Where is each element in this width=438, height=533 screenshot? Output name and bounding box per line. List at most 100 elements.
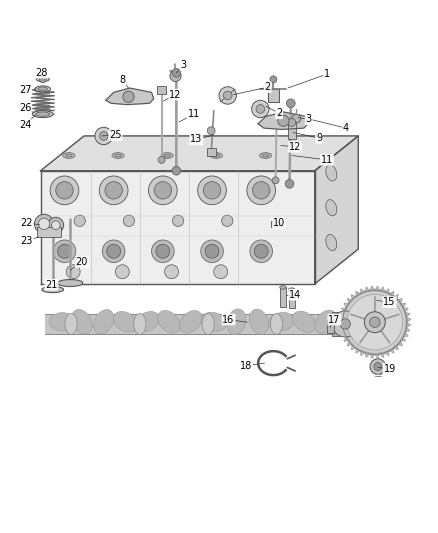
Circle shape xyxy=(247,176,276,205)
Circle shape xyxy=(173,215,184,227)
Circle shape xyxy=(370,317,380,327)
Text: 11: 11 xyxy=(187,109,200,119)
Ellipse shape xyxy=(272,221,281,227)
Circle shape xyxy=(219,87,237,104)
Ellipse shape xyxy=(201,312,226,331)
Text: 20: 20 xyxy=(76,257,88,267)
Polygon shape xyxy=(380,287,385,293)
Text: 2: 2 xyxy=(265,82,271,92)
Ellipse shape xyxy=(293,311,316,333)
Ellipse shape xyxy=(164,154,171,157)
Ellipse shape xyxy=(113,311,138,332)
Bar xyxy=(327,320,334,333)
Circle shape xyxy=(99,132,108,140)
Circle shape xyxy=(278,115,289,126)
Polygon shape xyxy=(356,348,360,353)
Polygon shape xyxy=(339,317,344,322)
Circle shape xyxy=(165,265,179,279)
Ellipse shape xyxy=(38,87,47,91)
Ellipse shape xyxy=(288,288,295,292)
Ellipse shape xyxy=(93,310,114,334)
Ellipse shape xyxy=(57,279,83,287)
Text: 17: 17 xyxy=(328,314,340,325)
Circle shape xyxy=(53,240,76,263)
Polygon shape xyxy=(351,295,357,300)
Polygon shape xyxy=(351,344,357,350)
Ellipse shape xyxy=(63,152,75,158)
Ellipse shape xyxy=(115,154,121,157)
Ellipse shape xyxy=(314,310,336,333)
Polygon shape xyxy=(370,353,375,358)
Circle shape xyxy=(364,312,385,333)
Ellipse shape xyxy=(213,154,220,157)
Polygon shape xyxy=(380,352,385,357)
Polygon shape xyxy=(403,332,408,336)
Circle shape xyxy=(256,104,265,114)
Ellipse shape xyxy=(158,311,180,333)
Polygon shape xyxy=(344,336,350,341)
Text: 19: 19 xyxy=(384,364,396,374)
Circle shape xyxy=(203,182,221,199)
Polygon shape xyxy=(347,299,353,304)
Ellipse shape xyxy=(161,152,173,158)
Ellipse shape xyxy=(49,313,75,331)
Circle shape xyxy=(154,182,172,199)
Ellipse shape xyxy=(36,112,49,116)
Bar xyxy=(268,90,279,102)
Circle shape xyxy=(272,177,279,184)
Bar xyxy=(157,86,166,94)
Ellipse shape xyxy=(227,309,246,335)
Text: 12: 12 xyxy=(289,142,301,152)
Circle shape xyxy=(374,362,382,370)
Circle shape xyxy=(123,91,134,102)
Circle shape xyxy=(288,118,296,126)
Text: 23: 23 xyxy=(21,236,33,246)
Bar xyxy=(280,287,286,306)
Text: 26: 26 xyxy=(19,103,32,112)
Text: 3: 3 xyxy=(180,60,187,70)
Polygon shape xyxy=(340,327,345,332)
Bar xyxy=(207,148,216,156)
Circle shape xyxy=(156,244,170,258)
Ellipse shape xyxy=(280,286,286,289)
Circle shape xyxy=(172,68,181,77)
Text: 13: 13 xyxy=(190,134,202,144)
Ellipse shape xyxy=(270,313,283,334)
Polygon shape xyxy=(360,289,365,294)
Text: 10: 10 xyxy=(273,218,285,228)
Text: 18: 18 xyxy=(240,361,252,371)
Ellipse shape xyxy=(135,311,159,332)
Ellipse shape xyxy=(326,200,337,216)
Circle shape xyxy=(56,182,73,199)
Ellipse shape xyxy=(326,235,337,251)
Circle shape xyxy=(223,91,232,100)
Circle shape xyxy=(51,221,60,230)
Bar xyxy=(45,314,350,334)
Circle shape xyxy=(48,217,64,233)
Circle shape xyxy=(148,176,177,205)
Circle shape xyxy=(152,240,174,263)
Circle shape xyxy=(116,265,129,279)
Circle shape xyxy=(270,76,277,83)
Circle shape xyxy=(66,265,80,279)
Circle shape xyxy=(107,244,120,258)
Polygon shape xyxy=(406,317,411,322)
Polygon shape xyxy=(339,322,344,327)
Circle shape xyxy=(39,76,46,83)
Polygon shape xyxy=(393,295,398,300)
Polygon shape xyxy=(397,341,402,346)
Ellipse shape xyxy=(72,310,92,334)
Circle shape xyxy=(50,176,79,205)
Ellipse shape xyxy=(328,313,340,334)
Polygon shape xyxy=(405,312,410,317)
Circle shape xyxy=(105,182,122,199)
Polygon shape xyxy=(389,292,394,297)
Ellipse shape xyxy=(180,311,202,333)
Polygon shape xyxy=(342,332,347,336)
Polygon shape xyxy=(365,352,370,357)
Polygon shape xyxy=(385,289,389,294)
Circle shape xyxy=(198,176,226,205)
Circle shape xyxy=(285,180,294,188)
Ellipse shape xyxy=(65,154,72,157)
Ellipse shape xyxy=(262,154,269,157)
